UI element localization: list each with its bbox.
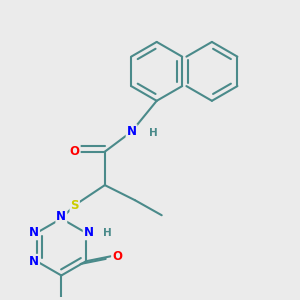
Text: N: N xyxy=(84,226,94,239)
Text: N: N xyxy=(127,125,136,138)
Text: N: N xyxy=(29,255,39,268)
Text: S: S xyxy=(70,199,79,212)
Text: H: H xyxy=(149,128,158,138)
Text: N: N xyxy=(56,210,66,224)
Text: O: O xyxy=(70,145,80,158)
Text: O: O xyxy=(112,250,122,263)
Text: N: N xyxy=(29,226,39,239)
Text: H: H xyxy=(103,228,111,238)
